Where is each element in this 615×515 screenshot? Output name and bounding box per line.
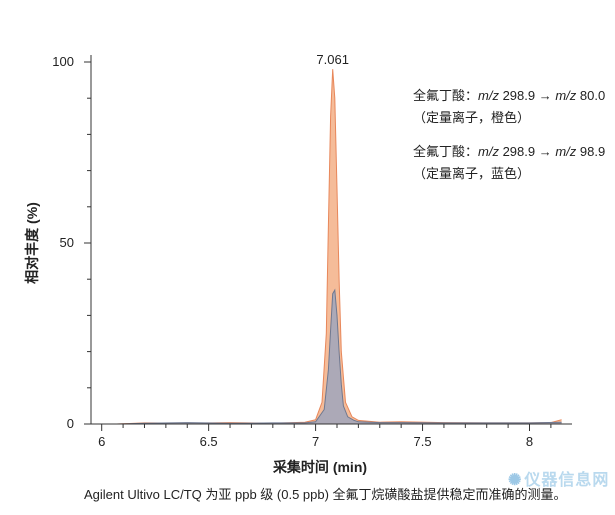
- legend-entry-2: 全氟丁酸：m/z 298.9 → m/z 98.9 （定量离子，蓝色）: [413, 141, 605, 185]
- y-axis-label: 相对丰度 (%): [24, 202, 40, 284]
- figure-caption: Agilent Ultivo LC/TQ 为亚 ppb 级 (0.5 ppb) …: [84, 487, 567, 502]
- x-tick-label: 7: [312, 434, 319, 449]
- x-tick-label: 8: [526, 434, 533, 449]
- x-tick-label: 6.5: [200, 434, 218, 449]
- molecule-icon: ✺: [508, 472, 523, 489]
- ticks-layer: 0 50 100 6 6.5 7 7.5 8: [52, 54, 552, 449]
- legend-entry-1-note: （定量离子，橙色）: [413, 110, 531, 125]
- x-tick-label: 7.5: [414, 434, 432, 449]
- legend-entry-2-line: 全氟丁酸：m/z 298.9 → m/z 98.9: [413, 144, 606, 159]
- x-tick-label: 6: [98, 434, 105, 449]
- series-2-line: [116, 288, 562, 425]
- legend-entry-1: 全氟丁酸：m/z 298.9 → m/z 80.0 （定量离子，橙色）: [413, 85, 605, 129]
- y-tick-label: 50: [60, 235, 74, 250]
- y-tick-label: 100: [52, 54, 74, 69]
- x-axis-label: 采集时间 (min): [272, 459, 367, 475]
- peak-annotation: 7.061: [316, 52, 349, 67]
- axes-layer: [90, 55, 572, 425]
- y-tick-label: 0: [67, 416, 74, 431]
- legend-entry-2-note: （定量离子，蓝色）: [413, 166, 531, 181]
- series-layer: [116, 69, 562, 425]
- watermark: ✺ 仪器信息网: [508, 472, 610, 489]
- legend-entry-1-line: 全氟丁酸：m/z 298.9 → m/z 80.0: [413, 88, 606, 103]
